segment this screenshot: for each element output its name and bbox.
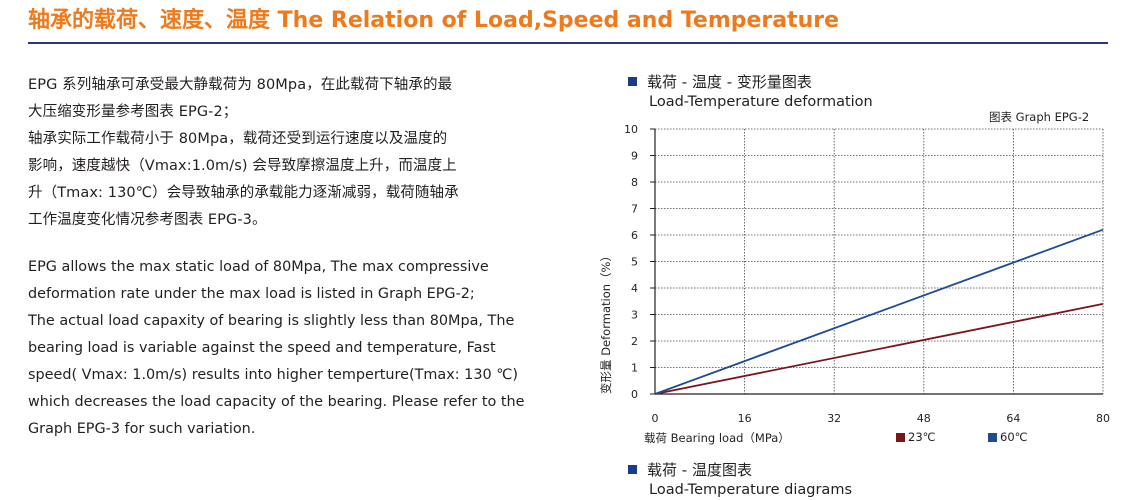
square-bullet-icon (628, 465, 637, 474)
page-title: 轴承的载荷、速度、温度 The Relation of Load,Speed a… (28, 8, 840, 33)
y-tick-label: 0 (631, 388, 638, 401)
legend-label-60c: 60℃ (1000, 430, 1028, 444)
y-tick-label: 9 (631, 150, 638, 163)
y-tick-label: 10 (624, 123, 638, 136)
x-tick-label: 0 (652, 412, 659, 425)
x-axis-title: 载荷 Bearing load（MPa） (644, 431, 790, 445)
en-paragraph-line: deformation rate under the max load is l… (28, 286, 475, 302)
legend-item-23c: 23℃ (896, 430, 936, 444)
en-paragraph-line: speed( Vmax: 1.0m/s) results into higher… (28, 367, 518, 383)
chart-heading: 载荷 - 温度 - 变形量图表 Load-Temperature deforma… (628, 72, 873, 112)
graph-label: 图表 Graph EPG-2 (989, 110, 1090, 124)
legend-swatch-23c (896, 433, 905, 442)
en-paragraph-line: Graph EPG-3 for such variation. (28, 421, 256, 437)
legend-item-60c: 60℃ (988, 430, 1028, 444)
series-line-60c (654, 228, 1104, 395)
chart-heading-cn: 载荷 - 温度 - 变形量图表 (647, 73, 812, 91)
series-line-23c (654, 303, 1104, 395)
en-paragraph-line: which decreases the load capacity of the… (28, 394, 525, 410)
cn-paragraph-line: 影响，速度越快（Vmax:1.0m/s) 会导致摩擦温度上升，而温度上 (28, 158, 457, 174)
cn-paragraph-line: EPG 系列轴承可承受最大静载荷为 80Mpa，在此载荷下轴承的最 (28, 77, 453, 93)
en-paragraph-line: EPG allows the max static load of 80Mpa,… (28, 259, 489, 275)
en-paragraph-line: bearing load is variable against the spe… (28, 340, 496, 356)
y-tick-label: 5 (631, 256, 638, 269)
y-tick-label: 8 (631, 176, 638, 189)
y-tick-label: 2 (631, 335, 638, 348)
y-tick-label: 3 (631, 309, 638, 322)
y-tick-label: 1 (631, 362, 638, 375)
sub-heading-cn: 载荷 - 温度图表 (647, 461, 752, 479)
y-tick-label: 6 (631, 229, 638, 242)
en-paragraph-line: The actual load capaxity of bearing is s… (28, 313, 515, 329)
cn-paragraph-line: 轴承实际工作载荷小于 80Mpa，载荷还受到运行速度以及温度的 (28, 131, 448, 147)
y-tick-label: 7 (631, 203, 638, 216)
x-tick-label: 80 (1096, 412, 1110, 425)
chart-heading-en: Load-Temperature deformation (649, 94, 873, 110)
square-bullet-icon (628, 77, 637, 86)
x-tick-label: 16 (738, 412, 752, 425)
legend-label-23c: 23℃ (908, 430, 936, 444)
sub-heading-en: Load-Temperature diagrams (649, 482, 852, 498)
description-column: EPG 系列轴承可承受最大静载荷为 80Mpa，在此载荷下轴承的最 大压缩变形量… (28, 72, 548, 443)
legend-swatch-60c (988, 433, 997, 442)
sub-chart-heading: 载荷 - 温度图表 Load-Temperature diagrams (628, 460, 852, 500)
y-tick-label: 4 (631, 282, 638, 295)
cn-paragraph-line: 升（Tmax: 130℃）会导致轴承的承载能力逐渐减弱，载荷随轴承 (28, 185, 459, 201)
title-divider (28, 42, 1108, 44)
cn-paragraph-line: 工作温度变化情况参考图表 EPG-3。 (28, 212, 267, 228)
x-tick-label: 64 (1006, 412, 1020, 425)
cn-paragraph-line: 大压缩变形量参考图表 EPG-2； (28, 104, 238, 120)
x-tick-label: 48 (917, 412, 931, 425)
x-tick-label: 32 (827, 412, 841, 425)
